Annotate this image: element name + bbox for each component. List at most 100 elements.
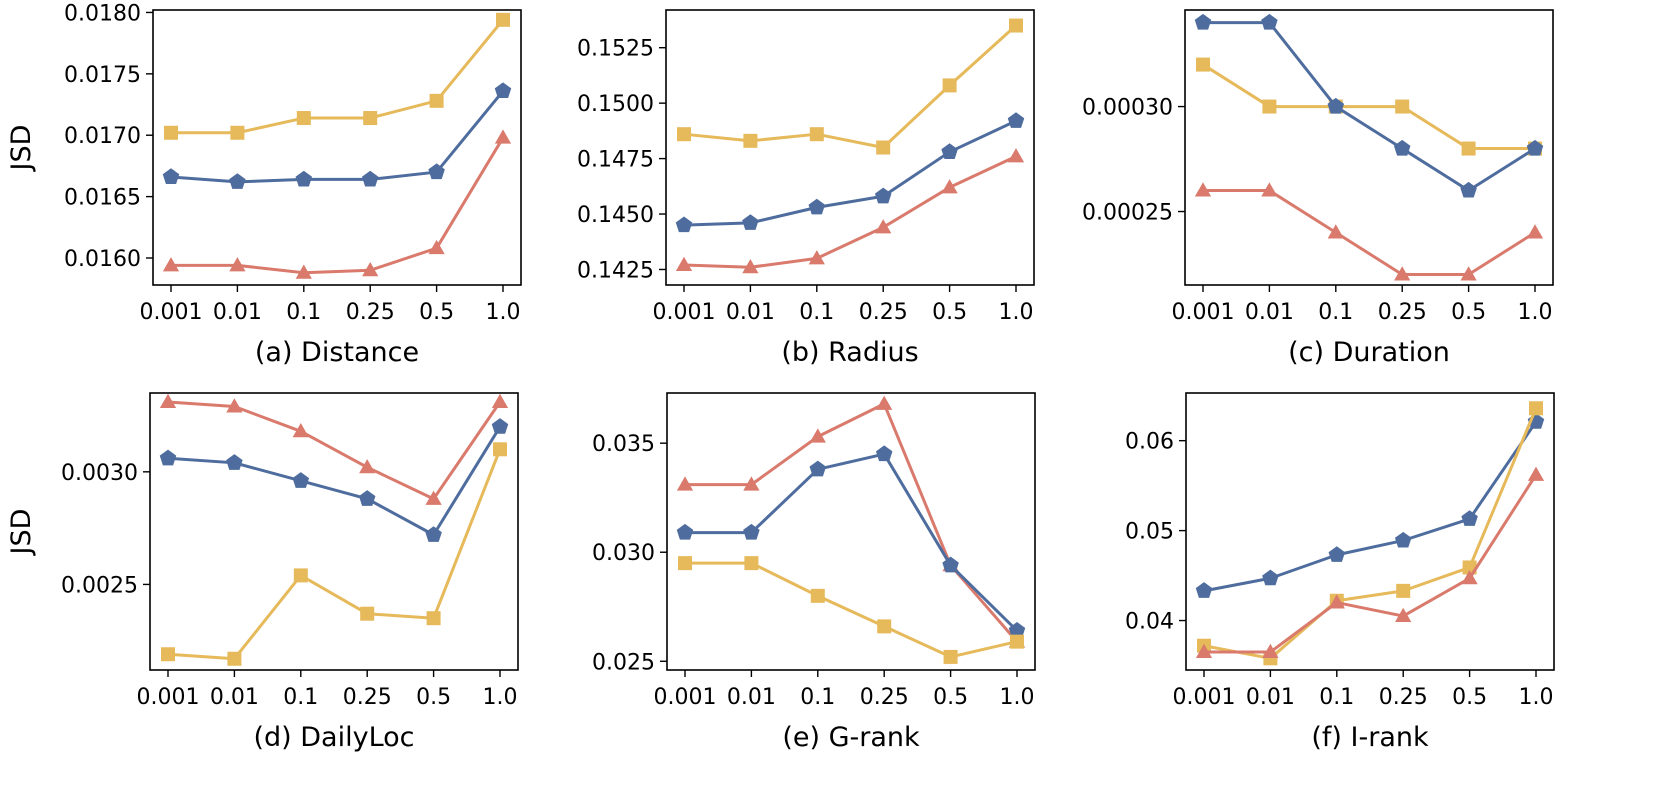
point-gold-1 (164, 125, 178, 140)
point-red-3 (295, 264, 312, 279)
axes-frame (665, 9, 1035, 286)
point-blue-2 (226, 454, 243, 470)
point-red-3 (292, 423, 309, 438)
subplot-4: 0.001 0.01 0.1 0.25 0.5 1.0 0.0025 0.0030 (d) Da… (6, 392, 519, 753)
x-tick-label: 0.25 (346, 300, 395, 325)
point-gold-6 (1009, 18, 1023, 33)
point-gold-6 (1010, 634, 1024, 649)
point-gold-5 (943, 649, 958, 664)
y-tick-label: 0.1425 (577, 258, 654, 283)
point-blue-2 (743, 523, 760, 540)
point-gold-4 (1396, 583, 1411, 598)
series-line-red (167, 400, 502, 501)
point-red-4 (1394, 266, 1411, 281)
subplot-1: 0.001 0.01 0.1 0.25 0.5 1.0 0.0160 0.0165 0.0170… (6, 1, 522, 368)
point-gold-3 (293, 568, 308, 583)
y-tick-label: 0.0170 (64, 124, 141, 149)
y-tick-label: 0.00025 (1082, 201, 1173, 226)
series-line-gold (171, 18, 505, 135)
x-axis-label: (f) I-rank (1311, 722, 1429, 753)
point-gold-1 (678, 556, 692, 571)
y-axis-label: JSD (6, 125, 37, 173)
x-tick-label: 0.5 (1451, 300, 1486, 325)
point-gold-3 (809, 127, 824, 142)
point-red-5 (1460, 266, 1477, 281)
x-tick-label: 0.001 (140, 300, 203, 325)
axes-frame (666, 392, 1036, 671)
x-tick-label: 0.01 (210, 685, 259, 710)
point-blue-2 (1261, 13, 1278, 30)
point-red-4 (876, 395, 893, 410)
point-red-1 (159, 393, 177, 408)
axes-frame (1184, 9, 1554, 286)
point-red-1 (1194, 182, 1212, 197)
point-gold-4 (363, 111, 378, 126)
y-axis-label: JSD (6, 509, 37, 557)
series-line-blue (683, 119, 1017, 227)
x-tick-label: 0.5 (1452, 685, 1487, 710)
x-tick-label: 0.001 (654, 685, 717, 710)
point-blue-1 (162, 168, 180, 184)
point-gold-5 (426, 611, 441, 626)
subplot-3: 0.001 0.01 0.1 0.25 0.5 1.0 0.00025 0.00030 (c) … (1082, 9, 1554, 368)
x-tick-label: 0.1 (283, 685, 318, 710)
point-red-2 (229, 257, 246, 272)
series-line-blue (685, 452, 1019, 632)
point-red-3 (808, 250, 825, 265)
point-red-3 (1327, 224, 1344, 239)
series-line-gold (167, 448, 502, 661)
point-red-1 (675, 256, 693, 272)
point-red-2 (1262, 643, 1279, 658)
point-gold-1 (161, 647, 175, 662)
series-line-blue (1203, 420, 1538, 593)
point-blue-6 (1008, 622, 1026, 638)
point-gold-4 (1395, 99, 1410, 114)
y-tick-label: 0.05 (1125, 520, 1174, 545)
point-gold-2 (1262, 99, 1277, 114)
point-gold-2 (227, 651, 242, 666)
x-tick-label: 0.01 (727, 685, 776, 710)
point-blue-2 (229, 173, 246, 189)
point-blue-2 (1262, 569, 1279, 586)
point-blue-4 (1393, 139, 1411, 156)
point-red-4 (875, 219, 892, 234)
point-gold-2 (744, 556, 759, 571)
point-blue-4 (361, 170, 379, 187)
point-gold-5 (1461, 141, 1476, 156)
point-red-1 (1195, 643, 1213, 658)
x-tick-label: 1.0 (1000, 685, 1035, 710)
point-blue-3 (1328, 546, 1346, 562)
x-tick-label: 0.25 (343, 685, 392, 710)
x-tick-label: 1.0 (1519, 685, 1554, 710)
point-blue-4 (1394, 531, 1412, 548)
point-blue-5 (428, 163, 445, 180)
series-line-blue (170, 90, 505, 184)
y-tick-label: 0.04 (1125, 610, 1174, 635)
x-tick-label: 0.001 (1172, 300, 1235, 325)
point-blue-6 (1007, 112, 1025, 128)
point-red-4 (1395, 607, 1412, 623)
point-gold-2 (230, 125, 245, 140)
x-axis-label: (a) Distance (255, 337, 419, 368)
subplot-5: 0.001 0.01 0.1 0.25 0.5 1.0 0.025 0.030 0.035 (e)… (592, 392, 1036, 753)
series-line-red (685, 402, 1019, 643)
x-tick-label: 0.25 (860, 685, 909, 710)
point-red-5 (428, 239, 445, 255)
y-tick-label: 0.1475 (577, 148, 654, 173)
point-blue-2 (742, 214, 759, 230)
x-axis-label: (e) G-rank (782, 722, 920, 753)
axes-frame (1185, 392, 1555, 671)
point-blue-4 (875, 445, 893, 462)
point-gold-3 (810, 588, 825, 603)
x-tick-label: 0.1 (1318, 300, 1353, 325)
y-tick-label: 0.0165 (64, 186, 141, 211)
series-line-red (1203, 189, 1536, 277)
point-blue-3 (809, 460, 827, 477)
x-tick-label: 1.0 (483, 685, 518, 710)
x-tick-label: 0.5 (933, 685, 968, 710)
point-red-6 (491, 393, 509, 408)
point-gold-2 (743, 133, 758, 148)
x-tick-label: 0.1 (799, 300, 834, 325)
series-line-gold (685, 561, 1018, 659)
x-tick-label: 0.01 (1245, 300, 1294, 325)
